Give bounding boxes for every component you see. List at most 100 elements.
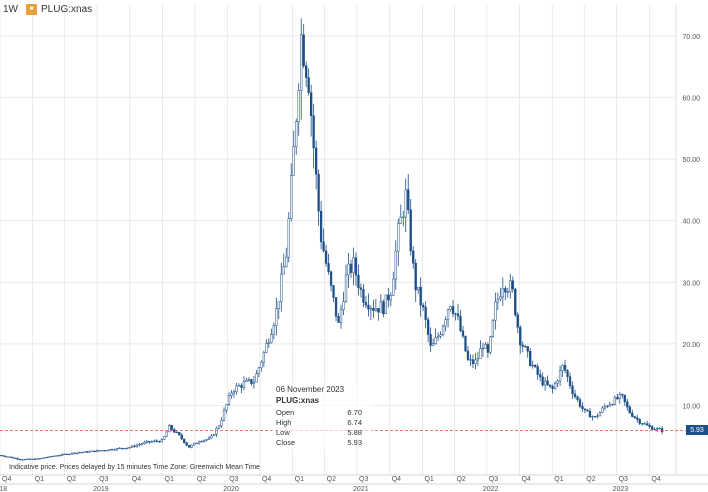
candle-body xyxy=(541,376,544,386)
candle-body xyxy=(372,307,375,311)
candle-body xyxy=(439,334,442,337)
candle-body xyxy=(638,419,641,424)
candle-body xyxy=(28,458,32,460)
candle-body xyxy=(76,452,79,454)
tooltip-close-row: Close 5.93 xyxy=(276,438,368,448)
candle-body xyxy=(230,392,233,396)
candle-body xyxy=(392,278,395,296)
candle-body xyxy=(332,285,335,298)
candle-body xyxy=(611,404,614,406)
candle-body xyxy=(337,316,340,323)
candle-body xyxy=(461,330,465,337)
candle-body xyxy=(267,342,270,344)
candle-body xyxy=(344,274,348,302)
candle-body xyxy=(262,352,266,363)
candle-body xyxy=(93,450,96,453)
candle-body xyxy=(464,335,467,352)
candle-body xyxy=(456,313,460,317)
candle-body xyxy=(628,406,631,414)
candle-body xyxy=(202,439,206,442)
candle-body xyxy=(621,393,624,396)
quarter-tick-label: Q1 xyxy=(165,476,174,483)
candle-body xyxy=(319,210,323,243)
candle-body xyxy=(496,298,499,303)
candle-body xyxy=(170,425,173,430)
candle-body xyxy=(384,294,387,315)
candle-body xyxy=(113,449,116,451)
candle-body xyxy=(354,257,358,276)
candle-body xyxy=(317,173,320,212)
candle-body xyxy=(551,386,554,389)
candle-body xyxy=(305,65,308,78)
candle-body xyxy=(561,365,564,372)
candle-body xyxy=(133,445,136,447)
candle-body xyxy=(90,450,94,452)
candle-body xyxy=(653,429,656,431)
candle-body xyxy=(362,289,365,303)
candle-body xyxy=(235,385,238,392)
candle-body xyxy=(128,447,131,449)
candle-body xyxy=(616,397,619,400)
candle-body xyxy=(412,250,415,264)
candle-body xyxy=(524,346,527,348)
symbol-label[interactable]: PLUG:xnas xyxy=(41,3,93,15)
candle-body xyxy=(168,425,171,433)
candle-body xyxy=(466,350,470,360)
candle-body xyxy=(3,455,7,457)
tooltip-close-label: Close xyxy=(276,438,296,447)
candle-body xyxy=(409,209,412,252)
candle-body xyxy=(295,121,298,147)
candle-body xyxy=(63,453,66,455)
quarter-tick-label: Q3 xyxy=(359,476,368,483)
candle-body xyxy=(80,452,84,454)
year-tick-label: 2020 xyxy=(223,486,239,492)
tooltip-symbol: PLUG:xnas xyxy=(276,396,320,405)
exchange-badge-icon: ■ xyxy=(26,3,37,15)
candle-body xyxy=(125,447,129,449)
candle-body xyxy=(41,457,44,459)
candle-body xyxy=(240,385,243,388)
candle-body xyxy=(374,308,378,311)
candle-body xyxy=(165,431,168,437)
tooltip-date: 06 November 2023 xyxy=(276,385,345,394)
candle-body xyxy=(596,415,599,417)
candle-body xyxy=(506,291,509,293)
candle-body xyxy=(183,438,186,443)
candle-body xyxy=(78,452,81,454)
candle-body xyxy=(205,439,208,441)
quarter-tick-label: Q3 xyxy=(619,476,628,483)
candle-body xyxy=(531,365,534,367)
candle-body xyxy=(26,458,29,460)
candle-body xyxy=(369,307,373,310)
interval-selector[interactable]: 1W xyxy=(3,3,18,15)
candle-body xyxy=(138,444,141,446)
candle-body xyxy=(429,334,432,346)
candle-body xyxy=(558,370,562,382)
candle-body xyxy=(623,394,626,403)
candle-body xyxy=(83,451,86,453)
candle-body xyxy=(514,288,517,316)
quarter-tick-label: Q2 xyxy=(586,476,595,483)
y-tick-label: 50.00 xyxy=(682,157,700,164)
candle-body xyxy=(143,441,146,445)
candle-body xyxy=(21,459,24,461)
candle-body xyxy=(648,424,651,427)
candle-body xyxy=(188,444,191,448)
candle-body xyxy=(469,359,472,361)
year-tick-label: 118 xyxy=(0,486,7,492)
candle-body xyxy=(88,451,91,453)
candle-body xyxy=(252,381,256,384)
candle-body xyxy=(327,263,330,273)
quarter-tick-label: Q3 xyxy=(99,476,108,483)
candle-body xyxy=(38,458,41,460)
candle-body xyxy=(426,319,430,335)
candle-body xyxy=(56,455,59,457)
candle-body xyxy=(98,450,101,452)
candle-body xyxy=(539,374,542,378)
candle-body xyxy=(367,304,370,310)
candle-body xyxy=(23,459,27,461)
candle-body xyxy=(217,425,221,429)
candle-body xyxy=(43,457,46,459)
candle-body xyxy=(601,407,604,413)
